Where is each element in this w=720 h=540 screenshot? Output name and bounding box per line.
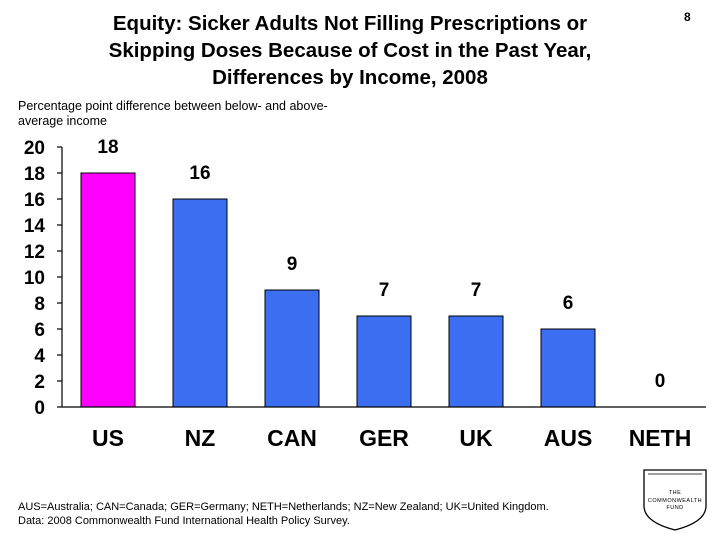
category-label-aus: AUS (544, 425, 593, 451)
category-label-can: CAN (267, 425, 317, 451)
logo-line-3: FUND (666, 505, 684, 511)
category-label-neth: NETH (629, 425, 692, 451)
commonwealth-fund-logo: THE COMMONWEALTH FUND (636, 468, 714, 532)
y-tick-label-16: 16 (24, 190, 45, 211)
bar-us (80, 172, 136, 408)
logo-shield-icon (643, 469, 707, 531)
y-tick-label-10: 10 (24, 268, 45, 289)
bar-uk (448, 315, 504, 408)
y-tick-label-8: 8 (34, 294, 45, 315)
y-tick-label-2: 2 (34, 372, 45, 393)
y-tick-label-14: 14 (24, 216, 46, 237)
y-tick-label-12: 12 (24, 242, 45, 263)
bar-nz (172, 198, 228, 408)
y-tick-label-6: 6 (34, 320, 45, 341)
chart-title: Equity: Sicker Adults Not Filling Prescr… (30, 10, 670, 91)
y-tick-label-18: 18 (24, 164, 45, 185)
slide-number: 8 (684, 10, 691, 24)
y-tick-label-20: 20 (24, 138, 45, 159)
bar-chart: 0 2 4 6 8 10 12 14 16 18 20 18 US 16 NZ 9 CAN 7 GER 7 UK 6 AUS… (24, 137, 706, 451)
logo-text: THE COMMONWEALTH FUND (636, 490, 714, 513)
y-axis-label: Percentage point difference between belo… (18, 99, 328, 128)
y-tick-label-4: 4 (34, 346, 45, 367)
category-label-ger: GER (359, 425, 409, 451)
value-label-ger: 7 (379, 280, 390, 301)
bar-ger (356, 315, 412, 408)
value-label-uk: 7 (471, 280, 482, 301)
category-label-nz: NZ (185, 425, 216, 451)
value-label-us: 18 (97, 137, 118, 158)
value-label-neth: 0 (655, 371, 666, 392)
footnote: AUS=Australia; CAN=Canada; GER=Germany; … (18, 500, 549, 528)
footnote-abbreviations: AUS=Australia; CAN=Canada; GER=Germany; … (18, 501, 549, 513)
value-label-nz: 16 (189, 163, 210, 184)
y-tick-label-0: 0 (34, 398, 45, 419)
bar-can (264, 289, 320, 408)
title-line-1: Equity: Sicker Adults Not Filling Prescr… (112, 12, 588, 35)
logo-line-2: COMMONWEALTH (647, 497, 703, 504)
title-line-2: Skipping Doses Because of Cost in the Pa… (108, 39, 592, 62)
bar-aus (540, 328, 596, 408)
value-label-aus: 6 (563, 293, 574, 314)
category-label-uk: UK (459, 425, 493, 451)
footnote-source: Data: 2008 Commonwealth Fund Internation… (18, 515, 350, 527)
logo-line-1: THE (668, 490, 682, 496)
value-label-can: 9 (287, 254, 298, 275)
category-label-us: US (92, 425, 124, 451)
title-line-3: Differences by Income, 2008 (212, 66, 488, 89)
